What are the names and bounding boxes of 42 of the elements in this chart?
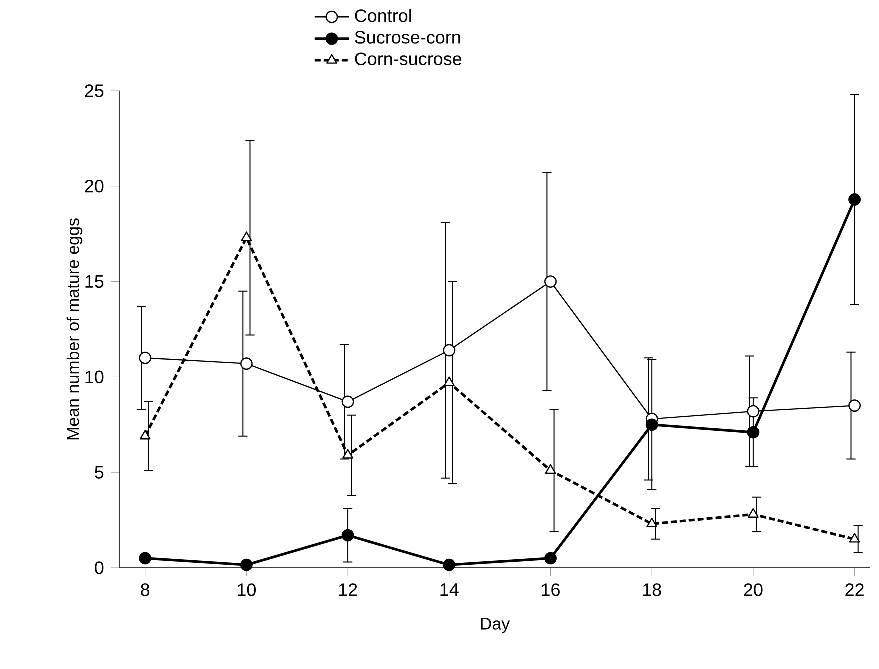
point [848, 194, 861, 206]
x-tick-label: 8 [141, 584, 150, 596]
x-axis-title: Day [481, 618, 510, 634]
point [545, 464, 556, 474]
point [646, 418, 658, 432]
point [240, 358, 253, 370]
legend-label: Control [355, 9, 412, 22]
point [747, 426, 760, 439]
point [443, 558, 456, 572]
x-tick-label: 20 [744, 584, 763, 596]
point [140, 430, 151, 440]
point [342, 529, 354, 542]
point [139, 352, 152, 364]
point [646, 518, 658, 528]
y-tick-label: 15 [86, 276, 104, 288]
point [848, 400, 861, 412]
point [342, 449, 354, 459]
y-tick-label: 0 [95, 562, 104, 574]
point [241, 232, 252, 242]
point [849, 533, 860, 543]
x-tick-label: 14 [440, 584, 459, 596]
y-tick-label: 20 [85, 180, 104, 193]
point [748, 508, 759, 518]
y-tick-label: 25 [85, 84, 104, 98]
legend-label: Corn-sucrose [355, 52, 462, 66]
y-axis-title: Mean number of mature eggs [66, 218, 83, 440]
x-tick-label: 16 [542, 584, 560, 596]
point [342, 396, 354, 408]
legend-label: Sucrose-corn [355, 31, 460, 44]
x-tick-label: 18 [643, 584, 662, 596]
point [240, 558, 253, 572]
x-tick-label: 12 [339, 584, 358, 596]
y-tick-label: 5 [95, 466, 104, 479]
point [444, 376, 455, 386]
point [544, 552, 557, 565]
y-tick-label: 10 [86, 370, 104, 384]
point [443, 344, 456, 357]
point [544, 276, 557, 288]
x-tick-label: 10 [238, 584, 256, 596]
x-tick-label: 22 [846, 584, 864, 596]
point [747, 405, 760, 418]
point [139, 552, 152, 565]
